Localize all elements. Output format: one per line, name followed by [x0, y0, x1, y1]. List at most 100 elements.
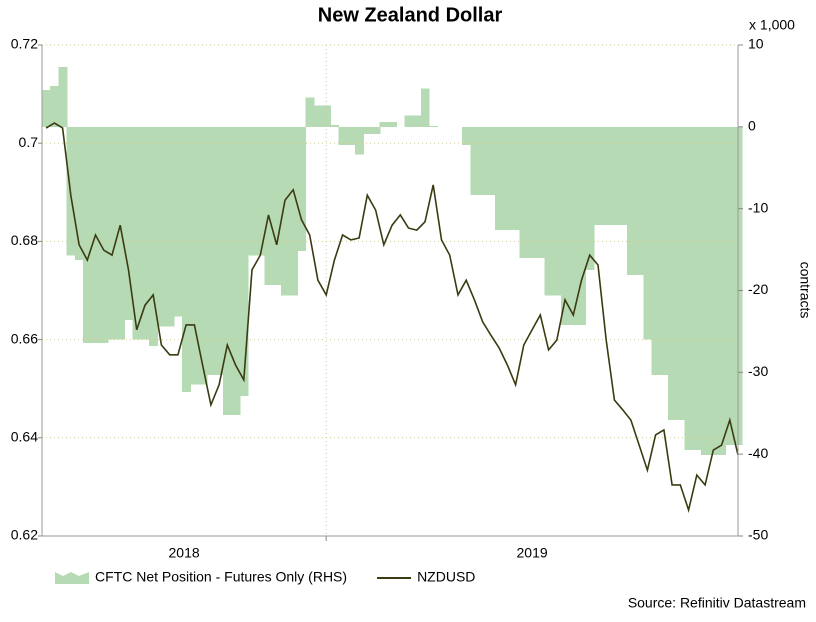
area-step: [66, 126, 76, 256]
area-step: [544, 126, 554, 296]
area-step: [404, 115, 414, 127]
area-step: [429, 126, 438, 127]
line-layer: [45, 122, 739, 513]
area-step: [618, 126, 628, 226]
area-step: [659, 126, 669, 375]
area-step: [536, 126, 546, 258]
area-step: [577, 126, 587, 325]
y-tick-label: 0.72: [11, 36, 38, 52]
area-step: [264, 126, 274, 285]
axis-frame: [41, 45, 739, 537]
area-step: [420, 88, 430, 127]
legend-swatch: [55, 572, 89, 584]
area-step: [132, 126, 142, 340]
area-step: [206, 126, 216, 375]
area-step: [99, 126, 109, 343]
x-tick-label: 2019: [517, 545, 548, 561]
area-step: [667, 126, 677, 420]
area-step: [684, 126, 694, 451]
area-step: [387, 121, 397, 127]
area-step: [676, 126, 686, 420]
y2-unit: x 1,000: [749, 17, 795, 33]
legend-label: NZDUSD: [417, 569, 475, 585]
source: Source: Refinitiv Datastream: [628, 595, 806, 611]
area-step: [643, 126, 653, 340]
y-tick-label: 0.64: [11, 429, 38, 445]
area-step: [363, 126, 373, 135]
area-step: [412, 115, 422, 127]
area-step: [280, 126, 290, 296]
area-step: [560, 126, 570, 325]
area-step: [635, 126, 644, 275]
area-step: [157, 126, 167, 327]
area-step: [74, 126, 84, 261]
area-step: [700, 126, 710, 455]
area-step: [371, 126, 381, 135]
area-step: [717, 126, 727, 455]
legend-label: CFTC Net Position - Futures Only (RHS): [95, 569, 347, 585]
area-step: [182, 126, 191, 392]
area-step: [173, 126, 183, 317]
area-step: [322, 105, 331, 127]
area-step: [725, 126, 735, 446]
area-step: [124, 126, 134, 320]
area-layer: [42, 67, 743, 455]
area-step: [42, 90, 51, 127]
y2-tick-label: -10: [748, 199, 768, 215]
area-step: [503, 126, 513, 230]
area-step: [140, 126, 150, 340]
area-step: [486, 126, 496, 195]
area-step: [338, 126, 348, 145]
area-step: [289, 126, 298, 296]
area-step: [527, 126, 537, 258]
area-step: [149, 126, 158, 347]
area-step: [305, 97, 315, 127]
area-step: [511, 126, 521, 230]
area-step: [83, 126, 93, 343]
area-step: [626, 126, 636, 275]
area-step: [58, 67, 68, 127]
area-step: [256, 126, 265, 256]
area-step: [313, 105, 323, 127]
y-tick-label: 0.68: [11, 232, 38, 248]
y2-tick-label: 0: [748, 118, 756, 134]
area-step: [569, 126, 578, 325]
area-step: [116, 126, 125, 340]
chart-title: New Zealand Dollar: [318, 4, 503, 26]
x-tick-label: 2018: [169, 545, 200, 561]
y2-tick-label: -30: [748, 363, 768, 379]
area-step: [651, 126, 661, 375]
area-step: [330, 125, 340, 127]
y2-tick-label: 10: [748, 36, 764, 52]
area-step: [354, 126, 364, 155]
area-step: [470, 126, 480, 195]
area-step: [297, 126, 307, 252]
area-step: [585, 126, 595, 271]
y2-tick-label: -50: [748, 527, 768, 543]
area-step: [495, 126, 504, 230]
area-step: [190, 126, 200, 385]
area-step: [602, 126, 611, 226]
area-step: [239, 126, 249, 397]
area-step: [50, 85, 60, 127]
area-step: [593, 126, 603, 226]
area-step: [346, 126, 356, 145]
area-step: [214, 126, 224, 375]
area-step: [462, 126, 471, 145]
area-step: [519, 126, 529, 258]
y2-tick-label: -40: [748, 445, 768, 461]
area-step: [198, 126, 208, 385]
y2-axis-label: contracts: [797, 262, 813, 319]
area-step: [107, 126, 117, 340]
area-step: [552, 126, 562, 296]
area-step: [692, 126, 702, 451]
y-tick-label: 0.62: [11, 527, 38, 543]
y-tick-label: 0.7: [19, 134, 39, 150]
y-tick-label: 0.66: [11, 330, 38, 346]
area-step: [709, 126, 719, 455]
area-step: [379, 121, 389, 127]
area-step: [610, 126, 620, 226]
area-step: [223, 126, 233, 415]
area-step: [478, 126, 488, 195]
